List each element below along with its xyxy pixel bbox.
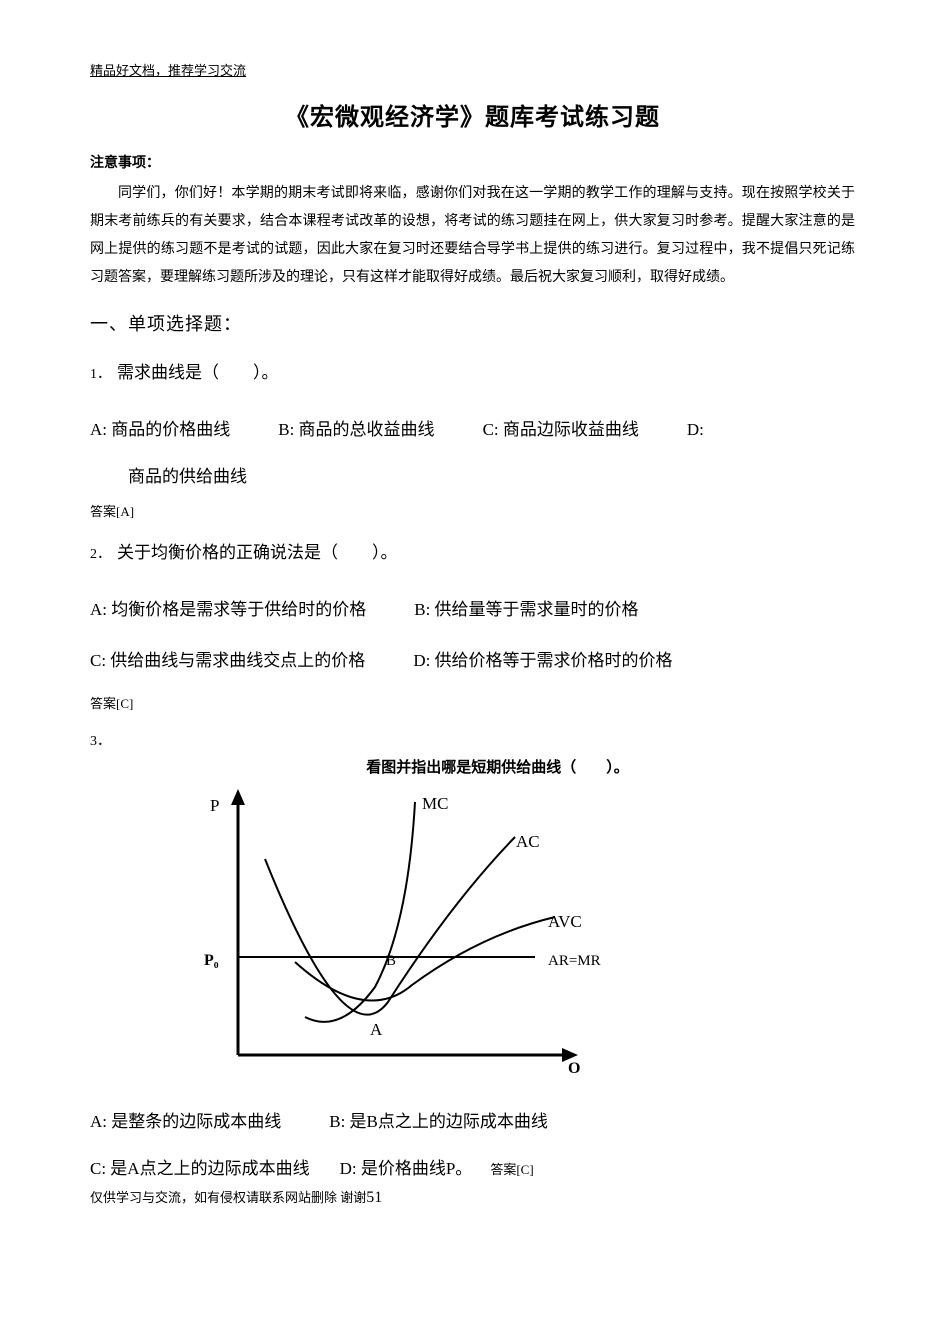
q3-options-row1: A: 是整条的边际成本曲线 B: 是B点之上的边际成本曲线 bbox=[90, 1107, 855, 1132]
footer-text: 仅供学习与交流，如有侵权请联系网站删除 谢谢 bbox=[90, 1190, 366, 1205]
section-heading: 一、单项选择题： bbox=[90, 310, 855, 336]
q2-opt-d: D: 供给价格等于需求价格时的价格 bbox=[413, 651, 672, 670]
q3-options-row2: C: 是A点之上的边际成本曲线 D: 是价格曲线P。 答案[C] bbox=[90, 1154, 855, 1179]
notice-body: 同学们，你们好！本学期的期末考试即将来临，感谢你们对我在这一学期的教学工作的理解… bbox=[90, 180, 855, 292]
q2-opt-a: A: 均衡价格是需求等于供给时的价格 bbox=[90, 600, 366, 619]
q3-opt-a: A: 是整条的边际成本曲线 bbox=[90, 1112, 281, 1131]
chart-label-avc: AVC bbox=[548, 912, 582, 931]
footer-page: 51 bbox=[366, 1189, 382, 1206]
q1-opt-d: D: bbox=[687, 420, 704, 439]
q3-number: 3． bbox=[90, 730, 855, 750]
chart-label-mc: MC bbox=[422, 794, 448, 813]
q2-options-row1: A: 均衡价格是需求等于供给时的价格 B: 供给量等于需求量时的价格 bbox=[90, 591, 855, 628]
q3-opt-d: D: 是价格曲线P。 bbox=[340, 1159, 473, 1178]
chart-title: 看图并指出哪是短期供给曲线（ ）。 bbox=[90, 756, 855, 777]
q2-answer: 答案[C] bbox=[90, 693, 855, 712]
chart-label-b: B bbox=[386, 953, 396, 969]
q3-opt-b: B: 是B点之上的边际成本曲线 bbox=[329, 1112, 548, 1131]
q2-text: 关于均衡价格的正确说法是（ ）。 bbox=[117, 543, 398, 562]
chart-label-o: O bbox=[568, 1060, 580, 1077]
footer: 仅供学习与交流，如有侵权请联系网站删除 谢谢51 bbox=[90, 1187, 855, 1207]
q1-text: 需求曲线是（ ）。 bbox=[117, 363, 279, 382]
q2-number: 2． bbox=[90, 547, 111, 562]
chart-label-a: A bbox=[370, 1020, 383, 1039]
q2-options-row2: C: 供给曲线与需求曲线交点上的价格 D: 供给价格等于需求价格时的价格 bbox=[90, 642, 855, 679]
page-title: 《宏微观经济学》题库考试练习题 bbox=[90, 97, 855, 132]
chart-label-armr: AR=MR bbox=[548, 953, 601, 969]
q1-opt-d-cont: 商品的供给曲线 bbox=[90, 462, 855, 487]
economics-chart: P MC AC AVC AR=MR P₀ B A O bbox=[190, 787, 630, 1087]
q1-answer: 答案[A] bbox=[90, 501, 855, 520]
chart-label-p: P bbox=[210, 796, 219, 815]
q3-opt-c: C: 是A点之上的边际成本曲线 bbox=[90, 1159, 310, 1178]
q1-opt-c: C: 商品边际收益曲线 bbox=[483, 420, 639, 439]
q1-number: 1． bbox=[90, 367, 111, 382]
q1-options: A: 商品的价格曲线 B: 商品的总收益曲线 C: 商品边际收益曲线 D: bbox=[90, 411, 855, 448]
q2-opt-c: C: 供给曲线与需求曲线交点上的价格 bbox=[90, 651, 365, 670]
q1-opt-a: A: 商品的价格曲线 bbox=[90, 420, 230, 439]
chart-label-ac: AC bbox=[516, 832, 540, 851]
question-1: 1． 需求曲线是（ ）。 bbox=[90, 358, 855, 389]
question-2: 2． 关于均衡价格的正确说法是（ ）。 bbox=[90, 538, 855, 569]
q3-answer: 答案[C] bbox=[490, 1162, 533, 1177]
q1-opt-b: B: 商品的总收益曲线 bbox=[278, 420, 434, 439]
chart-label-p0: P₀ bbox=[204, 952, 219, 969]
q2-opt-b: B: 供给量等于需求量时的价格 bbox=[414, 600, 638, 619]
header-note: 精品好文档，推荐学习交流 bbox=[90, 60, 855, 79]
notice-label: 注意事项： bbox=[90, 152, 855, 172]
